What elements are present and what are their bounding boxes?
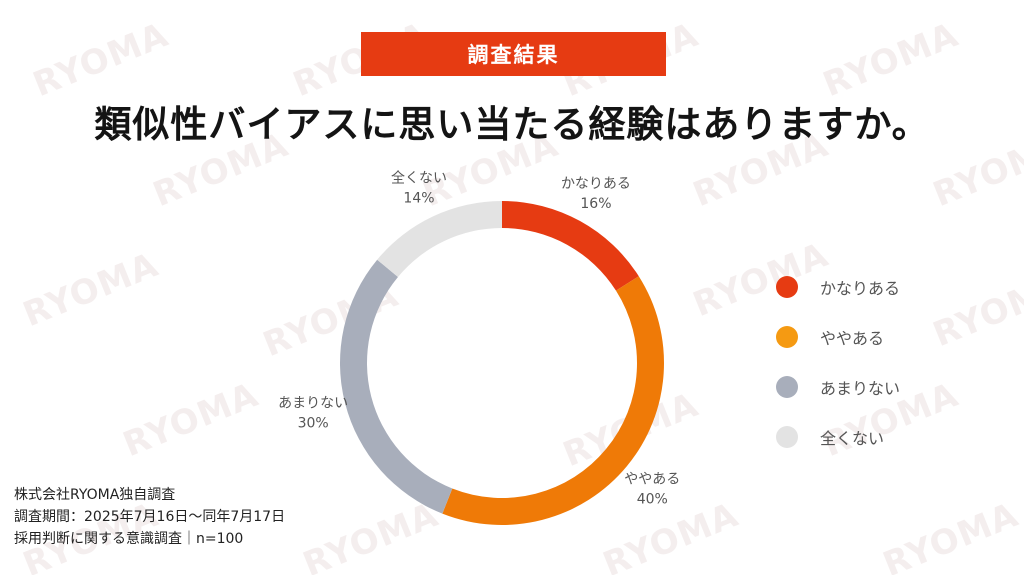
legend-dot: [776, 326, 798, 348]
slice-value-label: 30%: [298, 415, 329, 431]
legend-label: かなりある: [820, 279, 901, 298]
legend-label: あまりない: [820, 379, 901, 398]
legend-label: ややある: [820, 329, 885, 348]
footnote-period: 調査期間：2025年7月16日〜同年7月17日: [14, 509, 286, 525]
slice-category-label: 全くない: [391, 170, 447, 187]
legend-item: ややある: [776, 312, 976, 362]
legend-item: 全くない: [776, 412, 976, 462]
legend-item: あまりない: [776, 362, 976, 412]
slice-value-label: 40%: [637, 491, 668, 507]
slice-label: ややある 40%: [624, 471, 680, 507]
donut-slice: [340, 259, 453, 514]
legend-dot: [776, 426, 798, 448]
page-title: 類似性バイアスに思い当たる経験はありますか。: [94, 103, 930, 146]
slice-value-label: 16%: [580, 196, 611, 212]
legend-dot: [776, 376, 798, 398]
result-badge: 調査結果: [361, 32, 666, 76]
slice-category-label: あまりない: [278, 395, 348, 411]
slice-label: あまりない 30%: [278, 395, 348, 431]
donut-slice: [377, 201, 502, 277]
donut-slice: [442, 276, 664, 525]
footnote-company: 株式会社RYOMA独自調査: [14, 487, 176, 503]
chart-legend: かなりある ややある あまりない 全くない: [776, 262, 976, 462]
footnote-survey: 採用判断に関する意識調査｜n=100: [14, 531, 244, 547]
slice-category-label: かなりある: [561, 176, 631, 192]
slice-category-label: ややある: [624, 471, 680, 487]
legend-label: 全くない: [820, 429, 885, 448]
survey-footnote: 株式会社RYOMA独自調査 調査期間：2025年7月16日〜同年7月17日 採用…: [14, 484, 285, 550]
slice-label: かなりある 16%: [561, 176, 631, 212]
slice-value-label: 14%: [403, 191, 434, 207]
donut-slice: [502, 201, 639, 291]
slice-label: 全くない 14%: [391, 170, 447, 207]
legend-dot: [776, 276, 798, 298]
legend-item: かなりある: [776, 262, 976, 312]
